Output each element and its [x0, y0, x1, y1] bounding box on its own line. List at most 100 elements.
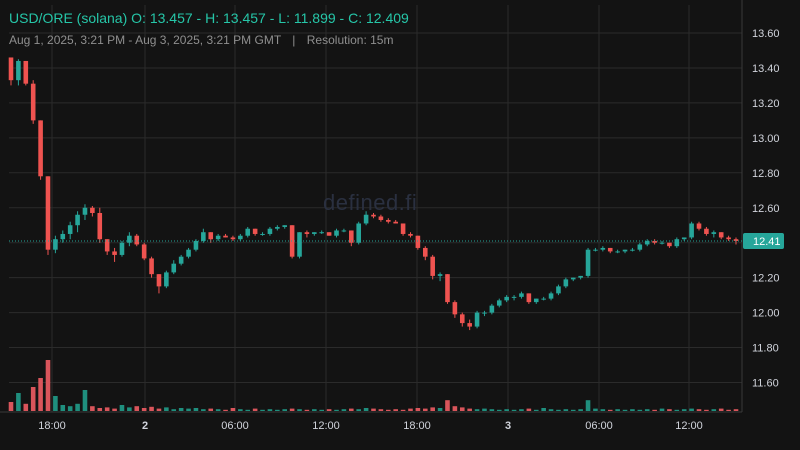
volume-bar — [38, 378, 43, 411]
candle-body — [275, 226, 280, 229]
candle-body — [164, 272, 169, 287]
volume-bar — [45, 360, 51, 411]
candle-body — [112, 251, 117, 255]
volume-bar — [164, 407, 169, 411]
volume-bar — [275, 409, 280, 411]
volume-bar — [230, 408, 236, 411]
candle-body — [30, 83, 36, 121]
candle-body — [230, 237, 236, 240]
volume-bar — [260, 409, 265, 411]
volume-bar — [90, 406, 95, 411]
volume-bar — [371, 408, 376, 411]
volume-bar — [467, 408, 472, 411]
y-tick-label: 11.80 — [752, 343, 779, 355]
volume-bar — [452, 406, 458, 411]
candle-body — [60, 233, 66, 240]
resolution-label: Resolution: 15m — [306, 33, 394, 47]
volume-bar — [519, 409, 524, 411]
volume-bar — [119, 405, 125, 411]
candle-body — [430, 256, 435, 276]
candle-body — [119, 242, 125, 255]
candle-body — [349, 230, 354, 243]
header-separator: | — [292, 33, 296, 47]
candle-body — [526, 293, 532, 303]
candle-body — [541, 298, 546, 300]
volume-bar — [718, 408, 724, 411]
volume-bar — [696, 409, 702, 411]
y-tick-label: 13.20 — [752, 98, 780, 110]
volume-bar — [430, 407, 435, 411]
volume-bar — [326, 409, 332, 411]
candle-body — [644, 240, 650, 245]
volume-bar — [53, 396, 58, 411]
close-label: C: — [348, 10, 363, 26]
candle-body — [193, 240, 199, 250]
candle-body — [38, 120, 43, 177]
candle-body — [53, 239, 58, 250]
y-tick-label: 12.60 — [752, 203, 780, 215]
volume-bar — [319, 409, 325, 411]
candle-body — [408, 233, 413, 236]
y-tick-label: 13.40 — [752, 63, 780, 75]
volume-bar — [378, 409, 384, 411]
candle-body — [689, 223, 694, 238]
candle-body — [356, 223, 361, 243]
volume-bar — [282, 409, 288, 411]
volume-bar — [297, 409, 302, 411]
x-tick-label: 2 — [142, 420, 148, 432]
volume-bar — [245, 409, 251, 411]
candle-body — [127, 235, 132, 243]
x-tick-label: 18:00 — [403, 420, 431, 432]
volume-bar — [578, 409, 583, 411]
volume-bar — [289, 408, 295, 411]
high-value: 13.457 — [223, 10, 266, 26]
candle-body — [607, 247, 613, 252]
volume-bar — [312, 409, 317, 411]
volume-bar — [726, 409, 731, 411]
candle-body — [726, 237, 731, 240]
volume-bar — [526, 408, 532, 411]
volume-bar — [156, 408, 162, 411]
volume-bar — [704, 409, 709, 411]
volume-bar — [600, 409, 606, 411]
volume-bar — [201, 409, 206, 411]
candle-body — [282, 225, 288, 227]
high-label: H: — [205, 10, 220, 26]
volume-bar — [97, 408, 103, 411]
volume-bar — [622, 409, 628, 411]
volume-bar — [652, 409, 657, 411]
candle-body — [556, 286, 561, 294]
volume-bar — [8, 402, 14, 411]
candle-body — [208, 232, 214, 240]
candle-body — [548, 293, 554, 299]
volume-bar — [644, 409, 650, 411]
volume-bar — [134, 406, 140, 411]
candle-body — [400, 223, 406, 234]
volume-bar — [386, 409, 391, 411]
candle-body — [393, 221, 398, 224]
candle-body — [201, 232, 206, 241]
volume-bar — [459, 407, 465, 411]
candle-body — [496, 300, 502, 306]
volume-bar — [334, 409, 339, 411]
candle-body — [8, 57, 14, 81]
watermark: defined.fi — [323, 190, 418, 215]
open-label: O: — [131, 10, 146, 26]
candle-body — [326, 232, 332, 236]
chart-header-subtitle: Aug 1, 2025, 3:21 PM - Aug 3, 2025, 3:21… — [9, 33, 393, 47]
x-tick-label: 06:00 — [585, 420, 613, 432]
x-tick-label: 18:00 — [38, 420, 66, 432]
candle-body — [75, 214, 80, 226]
candle-body — [341, 230, 347, 232]
candle-body — [593, 249, 598, 251]
candle-body — [97, 212, 103, 240]
volume-bar — [393, 409, 398, 411]
y-tick-label: 13.60 — [752, 28, 780, 40]
candle-body — [600, 247, 606, 250]
volume-bar — [563, 409, 569, 411]
candle-body — [482, 312, 487, 314]
open-value: 13.457 — [149, 10, 193, 26]
chart-header-title: USD/ORE (solana) O: 13.457 - H: 13.457 -… — [9, 10, 409, 26]
candle-body — [334, 230, 339, 236]
